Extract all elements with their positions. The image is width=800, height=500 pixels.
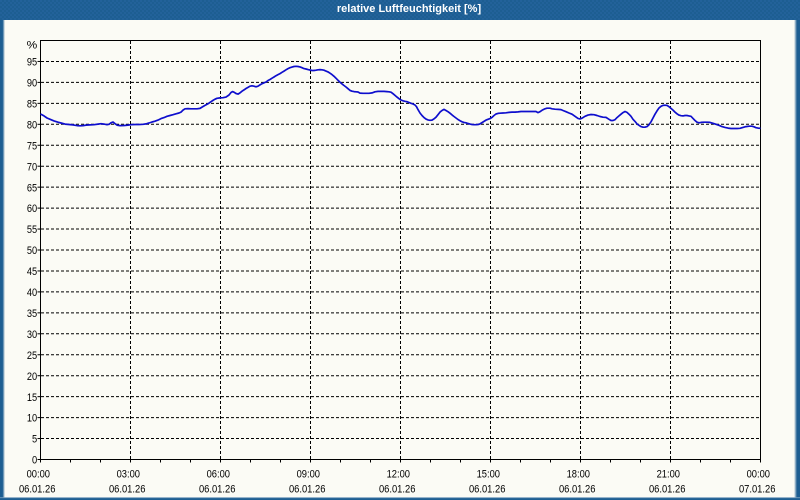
svg-text:40: 40 bbox=[27, 287, 37, 299]
svg-text:45: 45 bbox=[27, 266, 37, 278]
svg-text:55: 55 bbox=[27, 224, 37, 236]
svg-text:12:00: 12:00 bbox=[387, 469, 410, 481]
svg-text:21:00: 21:00 bbox=[657, 469, 680, 481]
svg-text:10: 10 bbox=[27, 413, 37, 425]
svg-text:15:00: 15:00 bbox=[477, 469, 500, 481]
svg-text:20: 20 bbox=[27, 371, 37, 383]
svg-text:15: 15 bbox=[27, 392, 37, 404]
svg-text:03:00: 03:00 bbox=[117, 469, 140, 481]
svg-text:06:00: 06:00 bbox=[207, 469, 230, 481]
svg-text:90: 90 bbox=[27, 78, 37, 90]
svg-text:35: 35 bbox=[27, 308, 37, 320]
svg-text:06.01.26: 06.01.26 bbox=[379, 484, 416, 496]
svg-text:75: 75 bbox=[27, 140, 37, 152]
svg-text:09:00: 09:00 bbox=[297, 469, 320, 481]
svg-text:85: 85 bbox=[27, 98, 37, 110]
svg-text:06.01.26: 06.01.26 bbox=[649, 484, 686, 496]
svg-text:0: 0 bbox=[32, 455, 37, 467]
svg-text:06.01.26: 06.01.26 bbox=[559, 484, 596, 496]
svg-text:30: 30 bbox=[27, 329, 37, 341]
svg-text:07.01.26: 07.01.26 bbox=[739, 484, 776, 496]
svg-text:65: 65 bbox=[27, 182, 37, 194]
svg-text:%: % bbox=[27, 40, 38, 52]
svg-text:06.01.26: 06.01.26 bbox=[289, 484, 326, 496]
svg-text:50: 50 bbox=[27, 245, 37, 257]
svg-text:06.01.26: 06.01.26 bbox=[109, 484, 146, 496]
svg-text:95: 95 bbox=[27, 57, 37, 69]
svg-text:25: 25 bbox=[27, 350, 37, 362]
svg-text:06.01.26: 06.01.26 bbox=[469, 484, 506, 496]
svg-text:80: 80 bbox=[27, 119, 37, 131]
svg-text:18:00: 18:00 bbox=[567, 469, 590, 481]
svg-text:06.01.26: 06.01.26 bbox=[199, 484, 236, 496]
svg-text:60: 60 bbox=[27, 203, 37, 215]
svg-text:00:00: 00:00 bbox=[747, 469, 770, 481]
svg-text:5: 5 bbox=[32, 434, 37, 446]
svg-text:00:00: 00:00 bbox=[27, 469, 50, 481]
svg-text:70: 70 bbox=[27, 161, 37, 173]
svg-text:06.01.26: 06.01.26 bbox=[19, 484, 56, 496]
